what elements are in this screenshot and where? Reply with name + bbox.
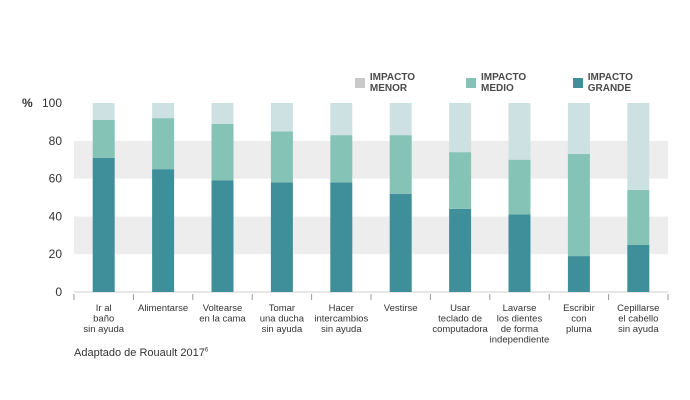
bar-segment — [152, 118, 175, 170]
x-tick-label: los dientes — [497, 314, 543, 325]
x-tick-label: intercambios — [314, 314, 368, 325]
bar-segment — [330, 182, 353, 292]
legend-item-medio: IMPACTO MEDIO — [466, 72, 561, 94]
y-axis-ticks: 0 20 40 60 80 100 — [42, 96, 62, 299]
x-tick-label: independiente — [490, 335, 550, 346]
source-text: Adaptado de Rouault 2017 — [74, 347, 205, 359]
bar-segment — [627, 244, 650, 292]
x-tick-label: Alimentarse — [138, 303, 188, 314]
x-tick-label: pluma — [566, 324, 593, 335]
bar-segment — [508, 159, 531, 215]
x-tick-label: sin ayuda — [262, 324, 303, 335]
legend-label-menor: IMPACTO MENOR — [369, 72, 416, 94]
x-tick-label: Ir al — [96, 303, 112, 314]
y-tick-label: 20 — [49, 247, 63, 261]
x-tick-label: baño — [93, 314, 114, 325]
bar-segment — [508, 214, 531, 292]
bar-segment — [270, 182, 293, 292]
legend-item-menor: IMPACTO MENOR — [355, 72, 454, 94]
y-tick-label: 60 — [49, 172, 63, 186]
bar-segment — [567, 103, 590, 155]
y-tick-label: 40 — [49, 209, 63, 223]
legend-label-medio: IMPACTO MEDIO — [481, 72, 527, 94]
legend-swatch-menor — [355, 78, 365, 88]
x-tick-label: Escribir — [563, 303, 595, 314]
legend-swatch-medio — [466, 78, 476, 88]
bar-segment — [92, 120, 115, 158]
x-tick-label: Lavarse — [503, 303, 537, 314]
bar-segment — [92, 157, 115, 292]
bar-segment — [627, 189, 650, 245]
bar-segment — [449, 152, 472, 209]
bar-segment — [270, 103, 293, 132]
x-tick-label: Tomar — [269, 303, 295, 314]
x-tick-label: con — [571, 314, 586, 325]
y-axis-title: % — [22, 96, 33, 110]
bar-segment — [211, 123, 234, 181]
bar-segment — [92, 103, 115, 121]
y-tick-label: 80 — [49, 134, 63, 148]
source-note: Adaptado de Rouault 20176 — [74, 347, 208, 359]
x-tick-label: Voltearse — [203, 303, 243, 314]
x-tick-label: sin ayuda — [321, 324, 362, 335]
bar-segment — [211, 180, 234, 292]
x-tick-label: en la cama — [199, 314, 246, 325]
bar-segment — [567, 154, 590, 257]
x-tick-label: teclado de — [438, 314, 482, 325]
bar-segment — [152, 103, 175, 119]
bar-segment — [211, 103, 234, 124]
x-tick-label: Hacer — [329, 303, 354, 314]
x-tick-label: una ducha — [260, 314, 305, 325]
bar-segment — [389, 103, 412, 136]
x-tick-label: Vestirse — [384, 303, 418, 314]
x-tick-label: sin ayuda — [618, 324, 659, 335]
bar-segment — [152, 169, 175, 292]
bars — [92, 103, 650, 292]
x-tick-label: sin ayuda — [83, 324, 124, 335]
bar-segment — [330, 135, 353, 183]
bar-segment — [508, 103, 531, 160]
bar-segment — [449, 103, 472, 153]
bar-segment — [627, 103, 650, 190]
bar-segment — [389, 193, 412, 292]
legend-label-grande: IMPACTO GRANDE — [587, 72, 633, 94]
source-footnote: 6 — [204, 347, 209, 354]
bar-segment — [389, 135, 412, 194]
bar-segment — [330, 103, 353, 136]
x-tick-label: Cepillarse — [617, 303, 659, 314]
y-tick-label: 0 — [55, 285, 62, 299]
x-tick-label: Usar — [450, 303, 470, 314]
legend-item-grande: IMPACTO GRANDE — [572, 72, 678, 94]
x-tick-label: de forma — [501, 324, 539, 335]
bar-segment — [449, 208, 472, 292]
x-tick-label: computadora — [432, 324, 488, 335]
y-tick-label: 100 — [42, 96, 62, 110]
x-tick-label: el cabello — [618, 314, 658, 325]
bar-segment — [270, 131, 293, 183]
legend: IMPACTO MENOR IMPACTO MEDIO IMPACTO GRAN… — [355, 72, 690, 94]
legend-swatch-grande — [572, 78, 583, 88]
bar-segment — [567, 256, 590, 292]
